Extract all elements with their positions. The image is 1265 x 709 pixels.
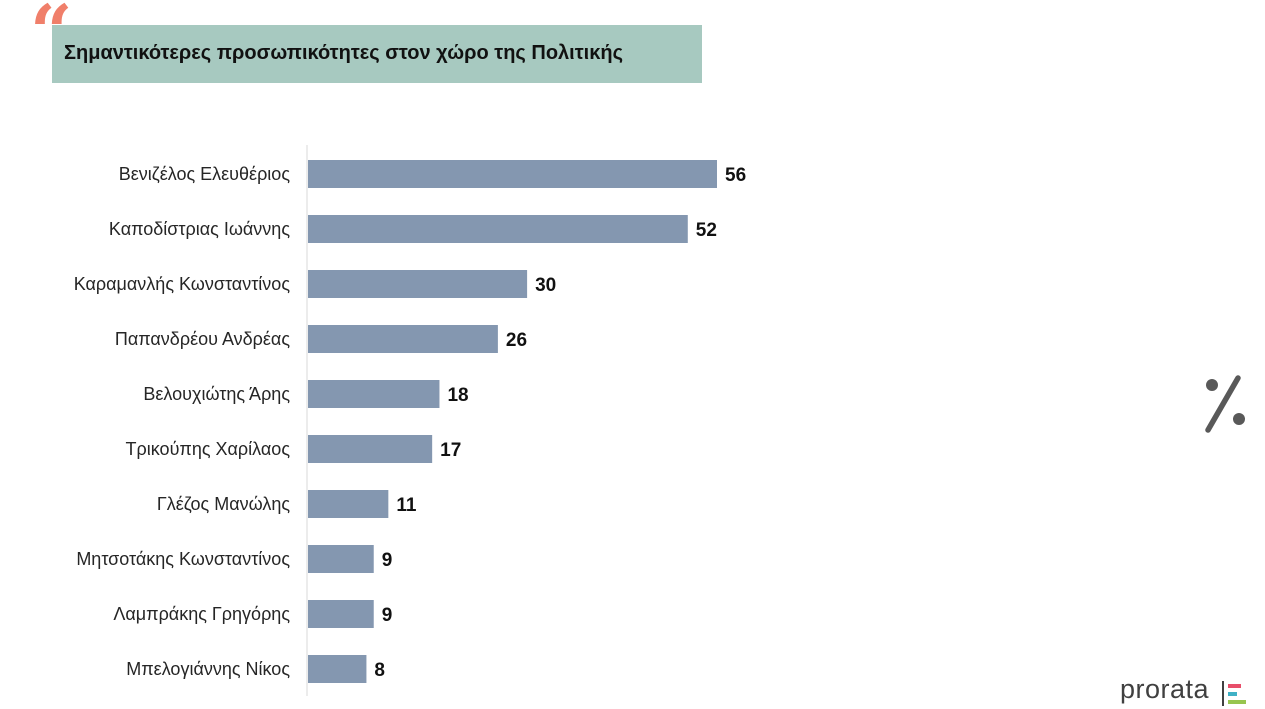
brand-logo-icon bbox=[1222, 681, 1246, 706]
category-label: Καποδίστριας Ιωάννης bbox=[109, 219, 290, 239]
bar bbox=[308, 655, 367, 683]
category-label: Καραμανλής Κωνσταντίνος bbox=[74, 274, 291, 294]
bar bbox=[308, 490, 389, 518]
value-label: 9 bbox=[382, 550, 393, 571]
value-label: 8 bbox=[374, 660, 385, 681]
category-label: Παπανδρέου Ανδρέας bbox=[115, 329, 290, 349]
category-label: Μπελογιάννης Νίκος bbox=[126, 659, 290, 679]
category-label: Γλέζος Μανώλης bbox=[157, 494, 290, 514]
value-label: 30 bbox=[535, 275, 556, 296]
value-label: 52 bbox=[696, 220, 717, 241]
value-label: 18 bbox=[447, 385, 468, 406]
category-label: Βελουχιώτης Άρης bbox=[143, 384, 290, 404]
bar bbox=[308, 325, 498, 353]
value-label: 26 bbox=[506, 330, 527, 351]
chart-title: Σημαντικότερες προσωπικότητες στον χώρο … bbox=[64, 42, 623, 64]
bar bbox=[308, 380, 440, 408]
value-label: 11 bbox=[396, 495, 417, 516]
bar bbox=[308, 600, 374, 628]
bar bbox=[308, 545, 374, 573]
percent-icon bbox=[1205, 375, 1245, 433]
bar bbox=[308, 270, 528, 298]
value-label: 9 bbox=[382, 605, 393, 626]
category-label: Βενιζέλος Ελευθέριος bbox=[119, 164, 291, 184]
bar bbox=[308, 215, 688, 243]
category-label: Λαμπράκης Γρηγόρης bbox=[113, 604, 290, 624]
bar bbox=[308, 435, 433, 463]
bar bbox=[308, 160, 717, 188]
value-label: 56 bbox=[725, 165, 746, 186]
title-banner: Σημαντικότερες προσωπικότητες στον χώρο … bbox=[52, 25, 702, 83]
category-label: Τρικούπης Χαρίλαος bbox=[126, 439, 291, 459]
value-label: 17 bbox=[440, 440, 461, 461]
brand-logo-text: prorata bbox=[1120, 674, 1210, 704]
category-label: Μητσοτάκης Κωνσταντίνος bbox=[76, 549, 290, 569]
